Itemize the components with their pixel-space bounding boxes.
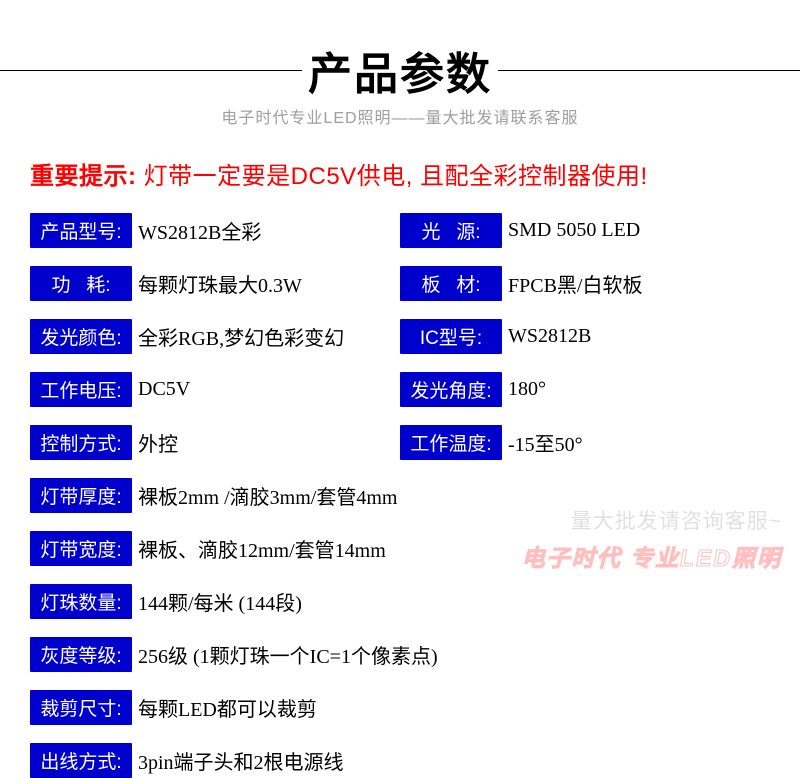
spec-label: 灰度等级:: [30, 637, 132, 672]
spec-pair: 裁剪尺寸: 每颗LED都可以裁剪: [30, 690, 770, 725]
title-row: 产品参数: [0, 38, 800, 102]
spec-label: 灯珠数量:: [30, 584, 132, 619]
spec-row: 灯带厚度: 裸板2mm /滴胶3mm/套管4mm: [30, 478, 770, 513]
spec-pair: 控制方式: 外控: [30, 425, 400, 460]
spec-row: 裁剪尺寸: 每颗LED都可以裁剪: [30, 690, 770, 725]
spec-value: 256级 (1颗灯珠一个IC=1个像素点): [132, 640, 438, 669]
spec-label: 板 材:: [400, 266, 502, 301]
spec-pair: 工作电压: DC5V: [30, 372, 400, 407]
rule-right: [498, 70, 800, 71]
spec-label: 发光角度:: [400, 372, 502, 407]
spec-pair: 光 源: SMD 5050 LED: [400, 213, 770, 248]
spec-label: 出线方式:: [30, 743, 132, 778]
page-subtitle: 电子时代专业LED照明——量大批发请联系客服: [0, 104, 800, 128]
spec-label: IC型号:: [400, 319, 502, 354]
spec-table: 产品型号: WS2812B全彩 光 源: SMD 5050 LED 功 耗: 每…: [30, 213, 770, 778]
important-notice: 重要提示: 灯带一定要是DC5V供电, 且配全彩控制器使用!: [30, 156, 770, 191]
notice-body: 灯带一定要是DC5V供电, 且配全彩控制器使用!: [144, 163, 648, 190]
spec-label: 控制方式:: [30, 425, 132, 460]
spec-row: 产品型号: WS2812B全彩 光 源: SMD 5050 LED: [30, 213, 770, 248]
spec-value: 全彩RGB,梦幻色彩变幻: [132, 322, 344, 351]
spec-pair: 工作温度: -15至50°: [400, 425, 770, 460]
spec-row: 灯珠数量: 144颗/每米 (144段): [30, 584, 770, 619]
spec-pair: 灰度等级: 256级 (1颗灯珠一个IC=1个像素点): [30, 637, 770, 672]
spec-value: 每颗LED都可以裁剪: [132, 693, 317, 722]
header: 产品参数 电子时代专业LED照明——量大批发请联系客服: [0, 0, 800, 128]
spec-pair: 灯带厚度: 裸板2mm /滴胶3mm/套管4mm: [30, 478, 770, 513]
spec-value: 外控: [132, 428, 178, 457]
spec-row: 功 耗: 每颗灯珠最大0.3W 板 材: FPCB黑/白软板: [30, 266, 770, 301]
rule-left: [0, 70, 302, 71]
spec-value: 裸板2mm /滴胶3mm/套管4mm: [132, 481, 397, 510]
spec-value: SMD 5050 LED: [502, 219, 640, 242]
spec-value: -15至50°: [502, 428, 583, 457]
notice-lead: 重要提示:: [30, 163, 144, 190]
spec-value: 裸板、滴胶12mm/套管14mm: [132, 534, 386, 563]
spec-label: 功 耗:: [30, 266, 132, 301]
spec-row: 灯带宽度: 裸板、滴胶12mm/套管14mm: [30, 531, 770, 566]
spec-label: 发光颜色:: [30, 319, 132, 354]
spec-pair: 发光角度: 180°: [400, 372, 770, 407]
spec-pair: 出线方式: 3pin端子头和2根电源线: [30, 743, 770, 778]
page-title: 产品参数: [302, 38, 498, 102]
spec-label: 产品型号:: [30, 213, 132, 248]
spec-value: 144颗/每米 (144段): [132, 587, 302, 616]
spec-value: 3pin端子头和2根电源线: [132, 746, 344, 775]
spec-label: 光 源:: [400, 213, 502, 248]
spec-pair: IC型号: WS2812B: [400, 319, 770, 354]
spec-pair: 产品型号: WS2812B全彩: [30, 213, 400, 248]
spec-value: 每颗灯珠最大0.3W: [132, 269, 302, 298]
spec-pair: 灯带宽度: 裸板、滴胶12mm/套管14mm: [30, 531, 770, 566]
spec-value: WS2812B: [502, 325, 591, 348]
spec-pair: 灯珠数量: 144颗/每米 (144段): [30, 584, 770, 619]
spec-pair: 板 材: FPCB黑/白软板: [400, 266, 770, 301]
spec-label: 工作电压:: [30, 372, 132, 407]
spec-row: 灰度等级: 256级 (1颗灯珠一个IC=1个像素点): [30, 637, 770, 672]
spec-label: 灯带宽度:: [30, 531, 132, 566]
spec-label: 裁剪尺寸:: [30, 690, 132, 725]
spec-value: 180°: [502, 378, 546, 401]
spec-value: WS2812B全彩: [132, 216, 261, 245]
spec-value: FPCB黑/白软板: [502, 269, 642, 298]
spec-row: 工作电压: DC5V 发光角度: 180°: [30, 372, 770, 407]
spec-label: 工作温度:: [400, 425, 502, 460]
spec-pair: 功 耗: 每颗灯珠最大0.3W: [30, 266, 400, 301]
spec-pair: 发光颜色: 全彩RGB,梦幻色彩变幻: [30, 319, 400, 354]
spec-row: 控制方式: 外控 工作温度: -15至50°: [30, 425, 770, 460]
spec-row: 出线方式: 3pin端子头和2根电源线: [30, 743, 770, 778]
spec-label: 灯带厚度:: [30, 478, 132, 513]
spec-row: 发光颜色: 全彩RGB,梦幻色彩变幻 IC型号: WS2812B: [30, 319, 770, 354]
spec-value: DC5V: [132, 378, 190, 401]
